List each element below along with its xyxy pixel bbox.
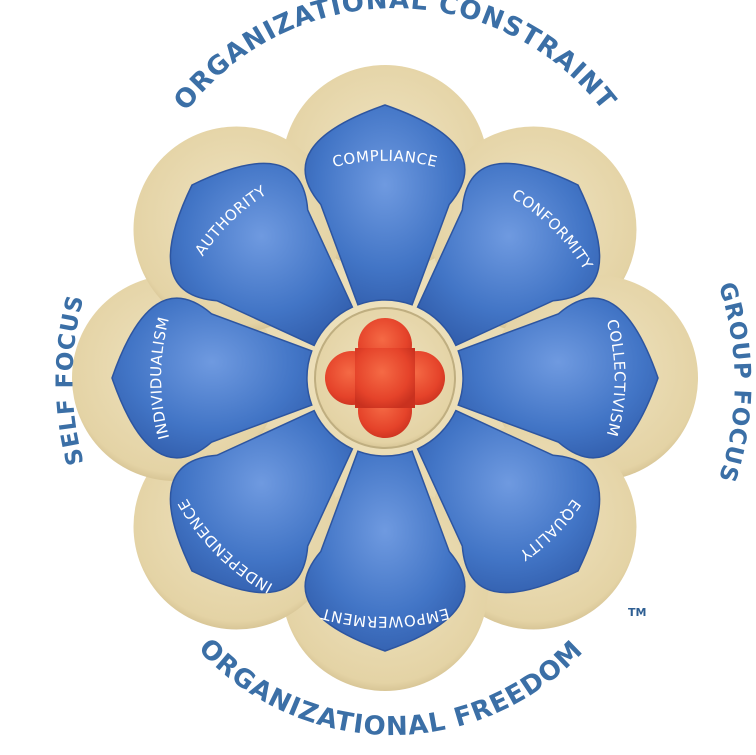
flower-petals: [111, 104, 659, 652]
trademark-mark: TM: [628, 606, 646, 619]
petal-authority: [169, 162, 354, 347]
petal-collectivism: [457, 297, 659, 459]
petal-empowerment: [304, 450, 466, 652]
petal-independence: [169, 409, 354, 594]
center-quatrefoil: [325, 318, 445, 438]
outer-label-right: GROUP FOCUS: [713, 279, 755, 486]
petal-equality: [416, 409, 601, 594]
petal-conformity: [416, 162, 601, 347]
petal-individualism: [111, 297, 313, 459]
petal-compliance: [304, 104, 466, 306]
